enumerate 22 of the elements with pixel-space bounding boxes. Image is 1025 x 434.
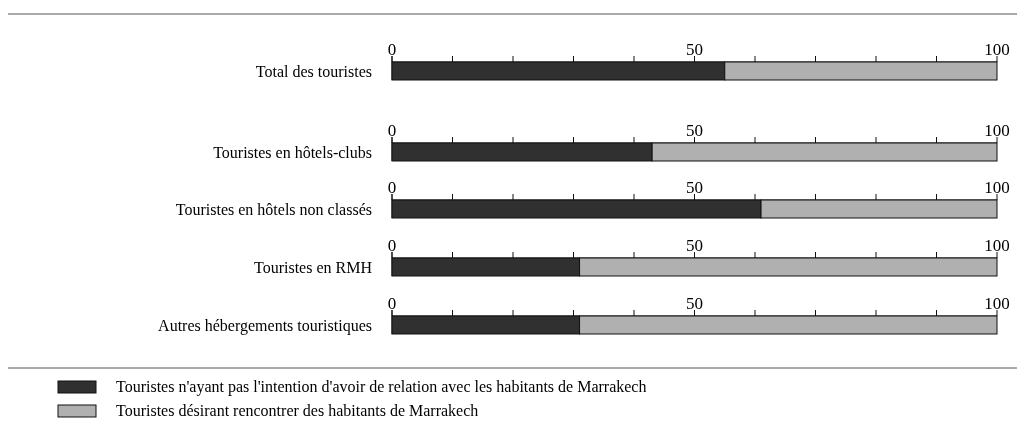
x-tick-label: 100: [984, 294, 1010, 313]
x-tick-label: 0: [387, 40, 397, 59]
x-tick-label: 100: [984, 121, 1010, 140]
x-tick-label: 50: [686, 178, 703, 197]
x-tick-label: 0: [387, 294, 397, 313]
legend-label: Touristes désirant rencontrer des habitants de Marrakech: [116, 402, 479, 419]
x-tick-label: 0: [387, 121, 397, 140]
x-tick-label: 50: [686, 40, 703, 59]
legend-label: Touristes n'ayant pas l'intention d'avoir de relation avec les habitants de Marrakech: [116, 378, 647, 396]
x-tick-label: 100: [984, 40, 1010, 59]
y-tick-label: Touristes en RMH: [254, 259, 373, 276]
x-tick-label: 0: [387, 236, 397, 255]
y-tick-label: Touristes en hôtels-clubs: [213, 144, 372, 161]
x-tick-label: 50: [686, 121, 703, 140]
y-tick-label: Touristes en hôtels non classés: [175, 201, 372, 218]
y-tick-label: Total des touristes: [255, 63, 372, 80]
x-tick-label: 0: [387, 178, 397, 197]
y-tick-label: Autres hébergements touristiques: [158, 317, 372, 335]
x-tick-label: 100: [984, 178, 1010, 197]
x-tick-label: 50: [686, 236, 703, 255]
x-tick-label: 50: [686, 294, 703, 313]
x-tick-label: 100: [984, 236, 1010, 255]
